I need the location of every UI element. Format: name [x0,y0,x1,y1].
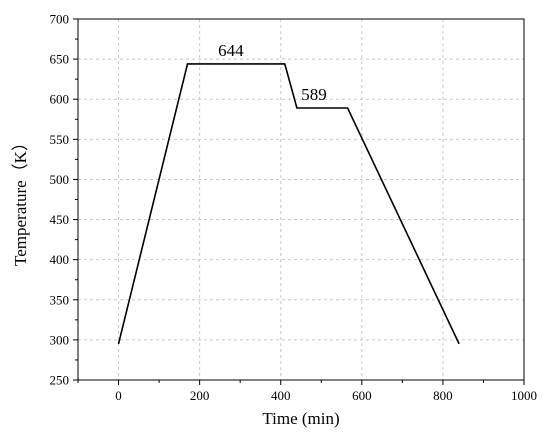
y-axis-title: Temperature（K） [11,134,30,266]
y-tick-label: 500 [50,172,70,187]
annotation-label: 589 [301,85,327,104]
annotation-label: 644 [218,41,244,60]
plot-frame [77,18,525,381]
y-tick-label: 450 [50,212,70,227]
y-tick-label: 550 [50,132,70,147]
y-tick-label: 400 [50,252,70,267]
series-layer [117,63,460,345]
y-tick-labels: 250 300 350 400 450 500 550 600 650 700 [50,12,70,388]
x-tick-label: 200 [190,388,210,403]
temperature-series-line [117,63,460,345]
x-tick-label: 400 [271,388,291,403]
x-tick-label: 600 [352,388,372,403]
x-tick-label: 0 [115,388,122,403]
grid-lines [78,19,524,380]
x-tick-labels: 0 200 400 600 800 1000 [115,388,537,403]
axis-ticks [73,18,525,385]
x-tick-label: 1000 [511,388,537,403]
y-tick-label: 650 [50,52,70,67]
y-tick-label: 250 [50,373,70,388]
annotations: 644 589 [218,41,327,104]
x-axis-title: Time (min) [262,409,339,428]
y-tick-label: 600 [50,92,70,107]
y-tick-label: 300 [50,332,70,347]
y-tick-label: 350 [50,292,70,307]
y-tick-label: 700 [50,12,70,27]
x-tick-label: 800 [433,388,453,403]
